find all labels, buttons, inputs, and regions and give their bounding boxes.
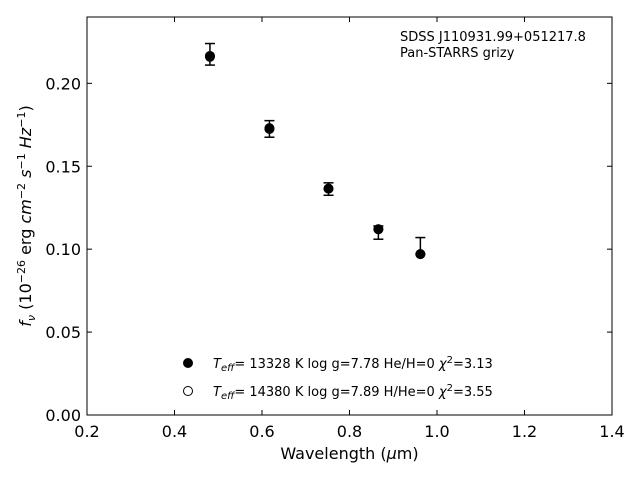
y-tick-label: 0.10 [45, 240, 81, 259]
x-axis-label: Wavelength (μm) [280, 444, 418, 463]
y-tick-label: 0.20 [45, 74, 81, 93]
x-tick-label: 0.8 [337, 422, 362, 441]
legend-entry-1: Teff= 13328 K log g=7.78 He/H=0 χ2=3.13 [213, 355, 493, 374]
y-tick-label: 0.00 [45, 406, 81, 425]
x-tick-label: 1.2 [512, 422, 537, 441]
data-point-filled [323, 183, 334, 194]
x-tick-label: 1.4 [599, 422, 624, 441]
legend-marker-filled [183, 358, 193, 368]
legend-marker-open [183, 386, 193, 396]
x-tick-label: 0.6 [249, 422, 274, 441]
data-point-filled [264, 123, 275, 134]
y-tick-label: 0.15 [45, 157, 81, 176]
annotation-object-name: SDSS J110931.99+051217.8 [400, 30, 586, 45]
x-tick-label: 0.2 [74, 422, 99, 441]
x-tick-label: 1.0 [424, 422, 449, 441]
x-tick-label: 0.4 [162, 422, 187, 441]
plot-frame [86, 16, 613, 416]
legend: Teff= 13328 K log g=7.78 He/H=0 χ2=3.13 … [183, 355, 493, 402]
data-point-filled [204, 50, 215, 61]
data-point-filled [415, 249, 426, 260]
y-axis-label: fν (10−26 erg cm−2 s−1 Hz−1) [15, 105, 38, 326]
annotation-survey-name: Pan-STARRS grizy [400, 46, 515, 61]
data-point-filled [373, 224, 384, 235]
legend-entry-2: Teff= 14380 K log g=7.89 H/He=0 χ2=3.55 [213, 383, 493, 402]
y-tick-label: 0.05 [45, 323, 81, 342]
